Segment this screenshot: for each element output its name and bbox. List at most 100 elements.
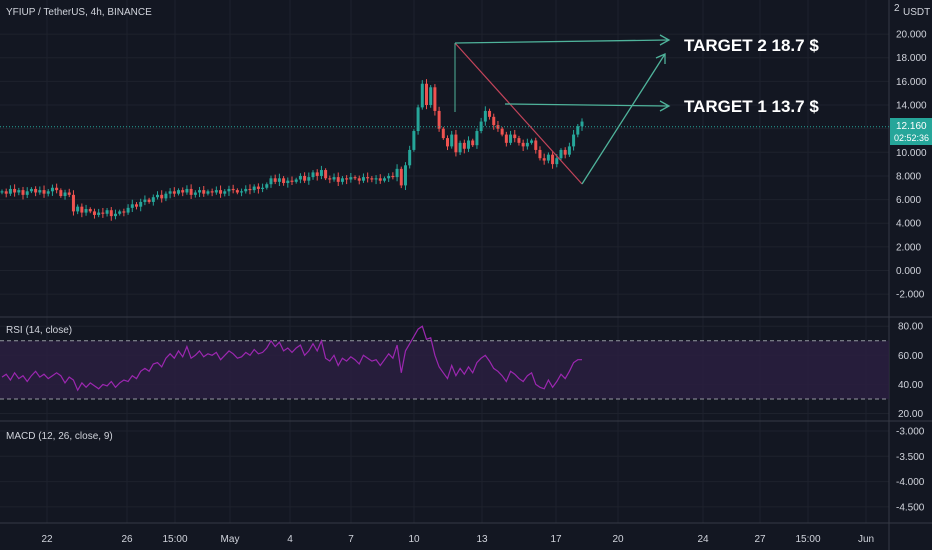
candle-body [143, 199, 147, 202]
candle-body [336, 177, 340, 182]
candle-body [235, 190, 239, 193]
candle-body [101, 212, 105, 214]
candle-body [366, 177, 370, 179]
projection-arrow-head [655, 52, 666, 64]
candle-body [231, 188, 235, 191]
candle-body [467, 140, 471, 149]
candle-body [416, 107, 420, 132]
candle-body [160, 194, 164, 199]
candle-body [420, 83, 424, 108]
macd-title[interactable]: MACD (12, 26, close, 9) [6, 431, 113, 442]
time-tick-label: May [221, 534, 240, 545]
time-tick-label: 15:00 [162, 534, 187, 545]
candle-body [387, 175, 391, 179]
candle-body [475, 131, 479, 146]
trend-line[interactable] [454, 42, 583, 185]
candle-body [55, 187, 59, 191]
price-tick-label: 8.000 [896, 171, 921, 182]
time-tick-label: 10 [408, 534, 420, 545]
time-tick-label: 22 [41, 534, 53, 545]
candle-body [555, 158, 559, 165]
target1-arrow-line[interactable] [504, 103, 669, 107]
symbol-title[interactable]: YFIUP / TetherUS, 4h, BINANCE [6, 7, 152, 18]
price-tick-label: 2.000 [896, 242, 921, 253]
candle-body [370, 178, 374, 180]
candle-body [63, 192, 67, 197]
candle-body [517, 138, 521, 143]
candle-body [130, 204, 134, 208]
candle-body [311, 172, 315, 178]
candle-body [261, 187, 265, 189]
candle-body [67, 192, 71, 195]
candle-body [429, 87, 433, 106]
candle-body [559, 149, 563, 159]
candle-body [479, 121, 483, 132]
candle-body [240, 191, 244, 193]
candlestick-series [0, 79, 584, 221]
price-tick-label: 18.000 [896, 53, 927, 64]
candle-body [256, 186, 260, 189]
candle-body [34, 188, 38, 193]
candle-body [357, 178, 361, 181]
rsi-title[interactable]: RSI (14, close) [6, 325, 72, 336]
candle-body [202, 190, 206, 194]
price-tick-label: 0.000 [896, 266, 921, 277]
candle-body [378, 178, 382, 181]
time-tick-label: 24 [697, 534, 709, 545]
candle-body [92, 211, 96, 215]
candle-body [307, 177, 311, 181]
projection-line[interactable] [581, 53, 666, 185]
candle-body [303, 175, 307, 181]
candle-body [42, 190, 46, 194]
candle-body [76, 206, 80, 212]
candle-body [88, 209, 92, 212]
candle-body [492, 116, 496, 126]
candle-body [542, 158, 546, 161]
rsi-band [0, 340, 889, 399]
candle-body [433, 87, 437, 111]
candle-body [248, 188, 252, 191]
candle-body [567, 146, 571, 155]
candle-body [513, 134, 517, 139]
price-box-countdown: 02:52:36 [894, 133, 929, 143]
target2-arrow-line[interactable] [454, 39, 669, 44]
rsi-tick-label: 40.00 [898, 380, 923, 391]
macd-axis[interactable]: -3.000 -3.500 -4.000 -4.500 [896, 427, 925, 514]
candle-body [273, 178, 277, 182]
candle-body [50, 187, 54, 192]
time-axis[interactable]: 22 26 15:00 May 4 7 10 13 17 20 24 27 15:00 Jun [41, 534, 874, 545]
candle-body [156, 194, 160, 198]
candle-body [403, 165, 407, 186]
candle-body [147, 199, 151, 202]
price-box-value: 12.160 [896, 121, 927, 132]
time-tick-label: 20 [612, 534, 624, 545]
currency-label[interactable]: USDT [903, 7, 930, 18]
candle-body [353, 177, 357, 179]
candle-body [206, 191, 210, 194]
candle-body [315, 172, 319, 176]
time-tick-label: 17 [550, 534, 562, 545]
candle-body [530, 140, 534, 143]
candle-body [118, 211, 122, 214]
candle-body [319, 170, 323, 176]
candle-body [580, 121, 584, 127]
price-tick-label: 20.000 [896, 30, 927, 41]
candle-body [172, 191, 176, 194]
candle-body [551, 154, 555, 165]
candle-body [21, 190, 25, 195]
candle-body [424, 83, 428, 106]
candle-body [181, 190, 185, 193]
candle-body [227, 188, 231, 192]
candle-body [223, 191, 227, 194]
candle-body [282, 178, 286, 184]
candle-body [139, 201, 143, 207]
candle-body [185, 188, 189, 193]
time-tick-label: 4 [287, 534, 293, 545]
candle-body [349, 177, 353, 180]
candle-body [29, 188, 33, 192]
rsi-axis[interactable]: 80.00 60.00 40.00 20.00 [898, 322, 923, 420]
candle-body [361, 177, 365, 181]
candle-body [521, 142, 525, 147]
candle-body [105, 210, 109, 214]
